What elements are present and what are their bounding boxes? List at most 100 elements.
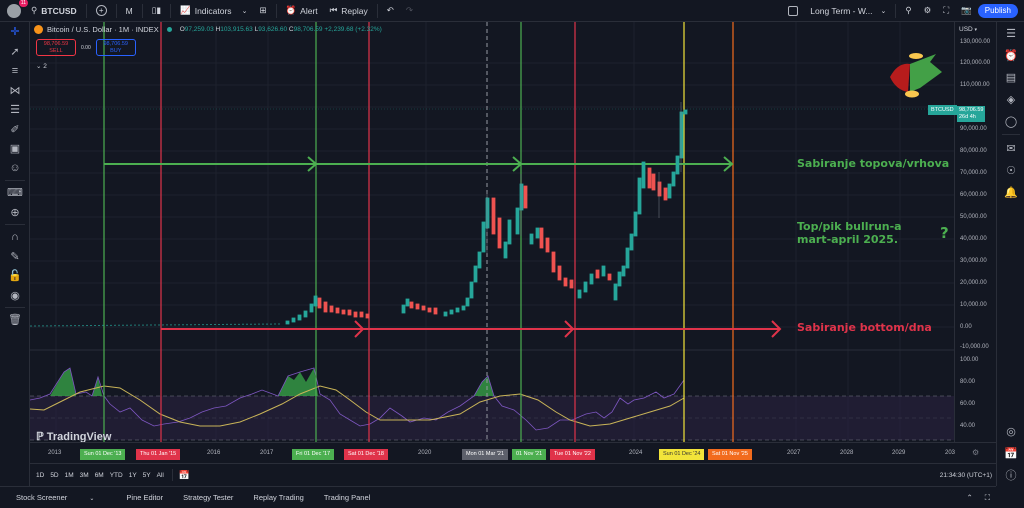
axis-settings-icon[interactable]: ⚙ xyxy=(972,448,980,457)
tab-pine-editor[interactable]: Pine Editor xyxy=(126,493,164,502)
trend-line-tool[interactable]: ➚ xyxy=(0,42,30,62)
image-tool[interactable]: ▣ xyxy=(0,139,30,159)
brush-tool[interactable]: ✐ xyxy=(0,120,30,140)
chats-button[interactable]: ✉ xyxy=(997,137,1024,159)
redo-button[interactable]: ↷ xyxy=(400,0,419,22)
remove-drawings-tool[interactable]: 🗑 xyxy=(0,310,30,330)
goto-date-icon[interactable]: 📅 xyxy=(178,469,191,480)
range-ytd[interactable]: YTD xyxy=(109,471,123,479)
layout-name-dropdown[interactable]: Long Term - W... ⌄ xyxy=(804,0,892,22)
square-icon xyxy=(788,5,799,16)
tv-logo-icon: ℙ xyxy=(36,431,44,443)
quick-search-button[interactable]: ⚲ xyxy=(899,0,917,22)
tops-annotation[interactable]: Sabiranje topova/vrhova xyxy=(797,157,950,170)
alert-button[interactable]: ⏰ Alert xyxy=(280,0,324,22)
layers-button[interactable]: ◈ xyxy=(997,88,1024,110)
range-all[interactable]: All xyxy=(156,471,164,479)
stay-drawing-tool[interactable]: ✎ xyxy=(0,247,30,267)
tab-strategy-tester[interactable]: Strategy Tester xyxy=(183,493,234,502)
zoom-tool[interactable]: ⊕ xyxy=(0,203,30,223)
icons-tool[interactable]: ☺ xyxy=(0,159,30,179)
time-marker: Fri 01 Dec '17 xyxy=(292,449,335,460)
chevron-down-icon: ⌄ xyxy=(89,496,95,502)
pattern-icon: ⋈ xyxy=(9,84,21,97)
range-5d[interactable]: 5D xyxy=(50,471,59,479)
indicators-button[interactable]: 📈 Indicators ⌄ xyxy=(174,0,253,22)
layouts-button[interactable]: ⊞ xyxy=(253,0,272,22)
tab-trading-panel[interactable]: Trading Panel xyxy=(323,493,371,502)
forecast-tool[interactable]: ☰ xyxy=(0,100,30,120)
symbol-legend[interactable]: Bitcoin / U.S. Dollar · 1M · INDEX O97,2… xyxy=(34,25,382,34)
range-1d[interactable]: 1D xyxy=(36,471,45,479)
magnet-tool[interactable]: ∩ xyxy=(0,227,30,247)
maximize-panel-icon[interactable]: ⛶ xyxy=(984,492,990,502)
settings-button[interactable]: ⚙ xyxy=(918,0,938,22)
peak-annotation[interactable]: Top/pik bullrun-a mart-april 2025. xyxy=(797,220,902,246)
time-marker: Sat 01 Dec '18 xyxy=(344,449,388,460)
bottoms-annotation[interactable]: Sabiranje bottom/dna xyxy=(797,321,932,334)
price-axis[interactable]: USD ▾ 130,000.00 120,000.00 110,000.00 9… xyxy=(954,22,996,442)
chart-pane[interactable]: Bitcoin / U.S. Dollar · 1M · INDEX O97,2… xyxy=(30,22,954,443)
time-marker: Sat 01 Nov '25 xyxy=(708,449,752,460)
clock-timezone[interactable]: 21:34:30 (UTC+1) xyxy=(939,471,992,479)
ideas-button[interactable]: ◯ xyxy=(997,110,1024,132)
replay-button[interactable]: ⏮ Replay xyxy=(324,0,374,22)
brush-icon: ✐ xyxy=(10,123,20,136)
time-marker: Mon 01 Mar '21 xyxy=(462,449,509,460)
dom-button[interactable]: ◎ xyxy=(997,420,1024,442)
interval-button[interactable]: M xyxy=(120,0,139,22)
sell-button[interactable]: 98,706.59 SELL xyxy=(36,39,76,56)
chart-type-button[interactable]: ▯▮ xyxy=(146,0,167,22)
symbol-search[interactable]: ⚲ BTCUSD xyxy=(25,0,83,22)
help-button[interactable]: ⓘ xyxy=(997,464,1024,486)
compare-symbol-button[interactable]: + xyxy=(90,0,113,22)
fib-tool[interactable]: ≡ xyxy=(0,61,30,81)
fullscreen-button[interactable]: ⛶ xyxy=(937,0,955,22)
chevron-down-icon: ▾ xyxy=(974,27,978,33)
streams-button[interactable]: ☉ xyxy=(997,159,1024,181)
crosshair-tool[interactable]: ✛ xyxy=(0,22,30,42)
rsi-label: 100.00 xyxy=(960,357,979,363)
buy-button[interactable]: 98,706.59 BUY xyxy=(95,39,136,56)
price-label: 90,000.00 xyxy=(960,126,987,132)
hide-drawings-tool[interactable]: ◉ xyxy=(0,286,30,306)
grid-icon: ⊞ xyxy=(259,5,267,15)
year-label: 2017 xyxy=(260,450,274,456)
trade-buttons: 98,706.59 SELL 0.00 98,706.59 BUY xyxy=(36,39,136,56)
candles-icon: ▯▮ xyxy=(151,5,162,15)
redo-icon: ↷ xyxy=(405,5,414,15)
fullscreen-icon: ⛶ xyxy=(943,5,950,15)
range-5y[interactable]: 5Y xyxy=(142,471,151,479)
lock-drawings-tool[interactable]: 🔓 xyxy=(0,266,30,286)
indicators-collapse-toggle[interactable]: ⌄ 2 xyxy=(36,62,47,70)
range-6m[interactable]: 6M xyxy=(94,471,104,479)
collapse-panel-icon[interactable]: ⌃ xyxy=(966,493,973,502)
notifications-button[interactable]: 🔔 xyxy=(997,181,1024,203)
tab-stock-screener[interactable]: Stock Screener ⌄ xyxy=(16,493,95,502)
pattern-tool[interactable]: ⋈ xyxy=(0,81,30,101)
snapshot-button[interactable]: 📷 xyxy=(955,0,978,22)
year-label: 2028 xyxy=(840,450,854,456)
watchlist-button[interactable]: ☰ xyxy=(997,22,1024,44)
measure-tool[interactable]: ⌨ xyxy=(0,183,30,203)
undo-button[interactable]: ↶ xyxy=(381,0,400,22)
year-label: 2013 xyxy=(48,450,62,456)
year-label: 2016 xyxy=(207,450,221,456)
currency-selector[interactable]: USD ▾ xyxy=(959,26,978,33)
range-1y[interactable]: 1Y xyxy=(128,471,137,479)
avatar[interactable]: 11 xyxy=(7,0,28,18)
tab-replay-trading[interactable]: Replay Trading xyxy=(253,493,304,502)
range-3m[interactable]: 3M xyxy=(79,471,89,479)
range-1m[interactable]: 1M xyxy=(64,471,74,479)
price-label: 40,000.00 xyxy=(960,236,987,242)
select-layout-checkbox[interactable] xyxy=(782,0,804,22)
alerts-button[interactable]: ⏰ xyxy=(997,44,1024,66)
time-axis[interactable]: 2013 Sun 01 Dec '13 Thu 01 Jan '15 2016 … xyxy=(30,442,996,463)
object-tree-button[interactable]: ▤ xyxy=(997,66,1024,88)
gear-icon: ⚙ xyxy=(923,5,932,15)
interval-label: M xyxy=(125,5,133,16)
price-label: 110,000.00 xyxy=(960,82,990,88)
calendar-button[interactable]: 📅 xyxy=(997,442,1024,464)
publish-button[interactable]: Publish xyxy=(977,3,1018,18)
question-annotation[interactable]: ? xyxy=(940,224,949,242)
